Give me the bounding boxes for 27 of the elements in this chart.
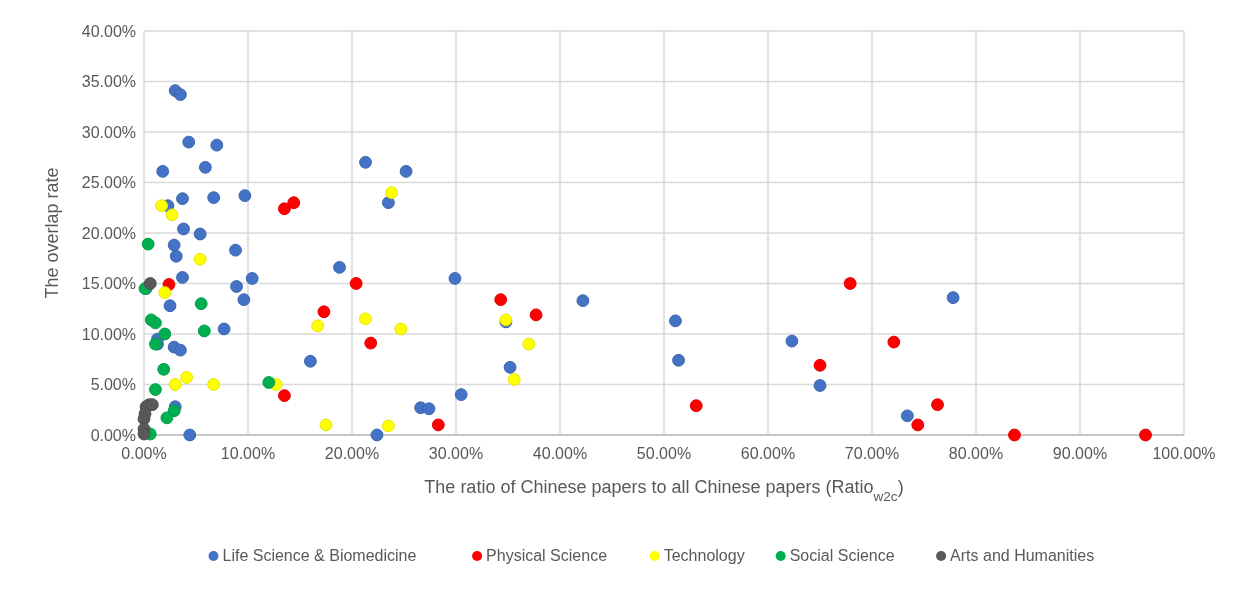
y-tick-label: 0.00% (90, 426, 136, 444)
y-tick-label: 5.00% (90, 376, 136, 394)
x-tick-label: 10.00% (220, 445, 276, 462)
x-axis-title: The ratio of Chinese papers to all Chinese papers (Ratio$_{w2c}$) (424, 477, 904, 504)
x-tick-label: 50.00% (636, 445, 692, 462)
x-tick-label: 0.00% (121, 445, 167, 462)
x-tick-label: 30.00% (428, 445, 484, 462)
x-tick-label: 40.00% (532, 445, 588, 462)
legend-label: Life Science & Biomedicine (222, 547, 417, 564)
x-tick-label: 60.00% (740, 445, 796, 462)
legend-label: Technology (663, 547, 745, 564)
y-tick-label: 20.00% (81, 224, 136, 242)
x-tick-label: 100.00% (1152, 445, 1216, 462)
x-tick-label: 80.00% (948, 445, 1004, 462)
y-tick-label: 40.00% (81, 22, 136, 40)
y-tick-label: 15.00% (81, 275, 136, 293)
x-tick-label: 90.00% (1052, 445, 1108, 462)
legend-label: Physical Science (486, 547, 608, 564)
x-tick-label: 20.00% (324, 445, 380, 462)
legend-label: Arts and Humanities (950, 547, 1095, 564)
x-tick-label: 70.00% (844, 445, 900, 462)
y-axis-title: The overlap rate (42, 167, 62, 299)
y-tick-label: 35.00% (81, 73, 136, 91)
legend-label: Social Science (789, 547, 895, 564)
y-tick-label: 30.00% (81, 123, 136, 141)
y-tick-label: 25.00% (81, 174, 136, 192)
y-tick-label: 10.00% (81, 325, 136, 343)
